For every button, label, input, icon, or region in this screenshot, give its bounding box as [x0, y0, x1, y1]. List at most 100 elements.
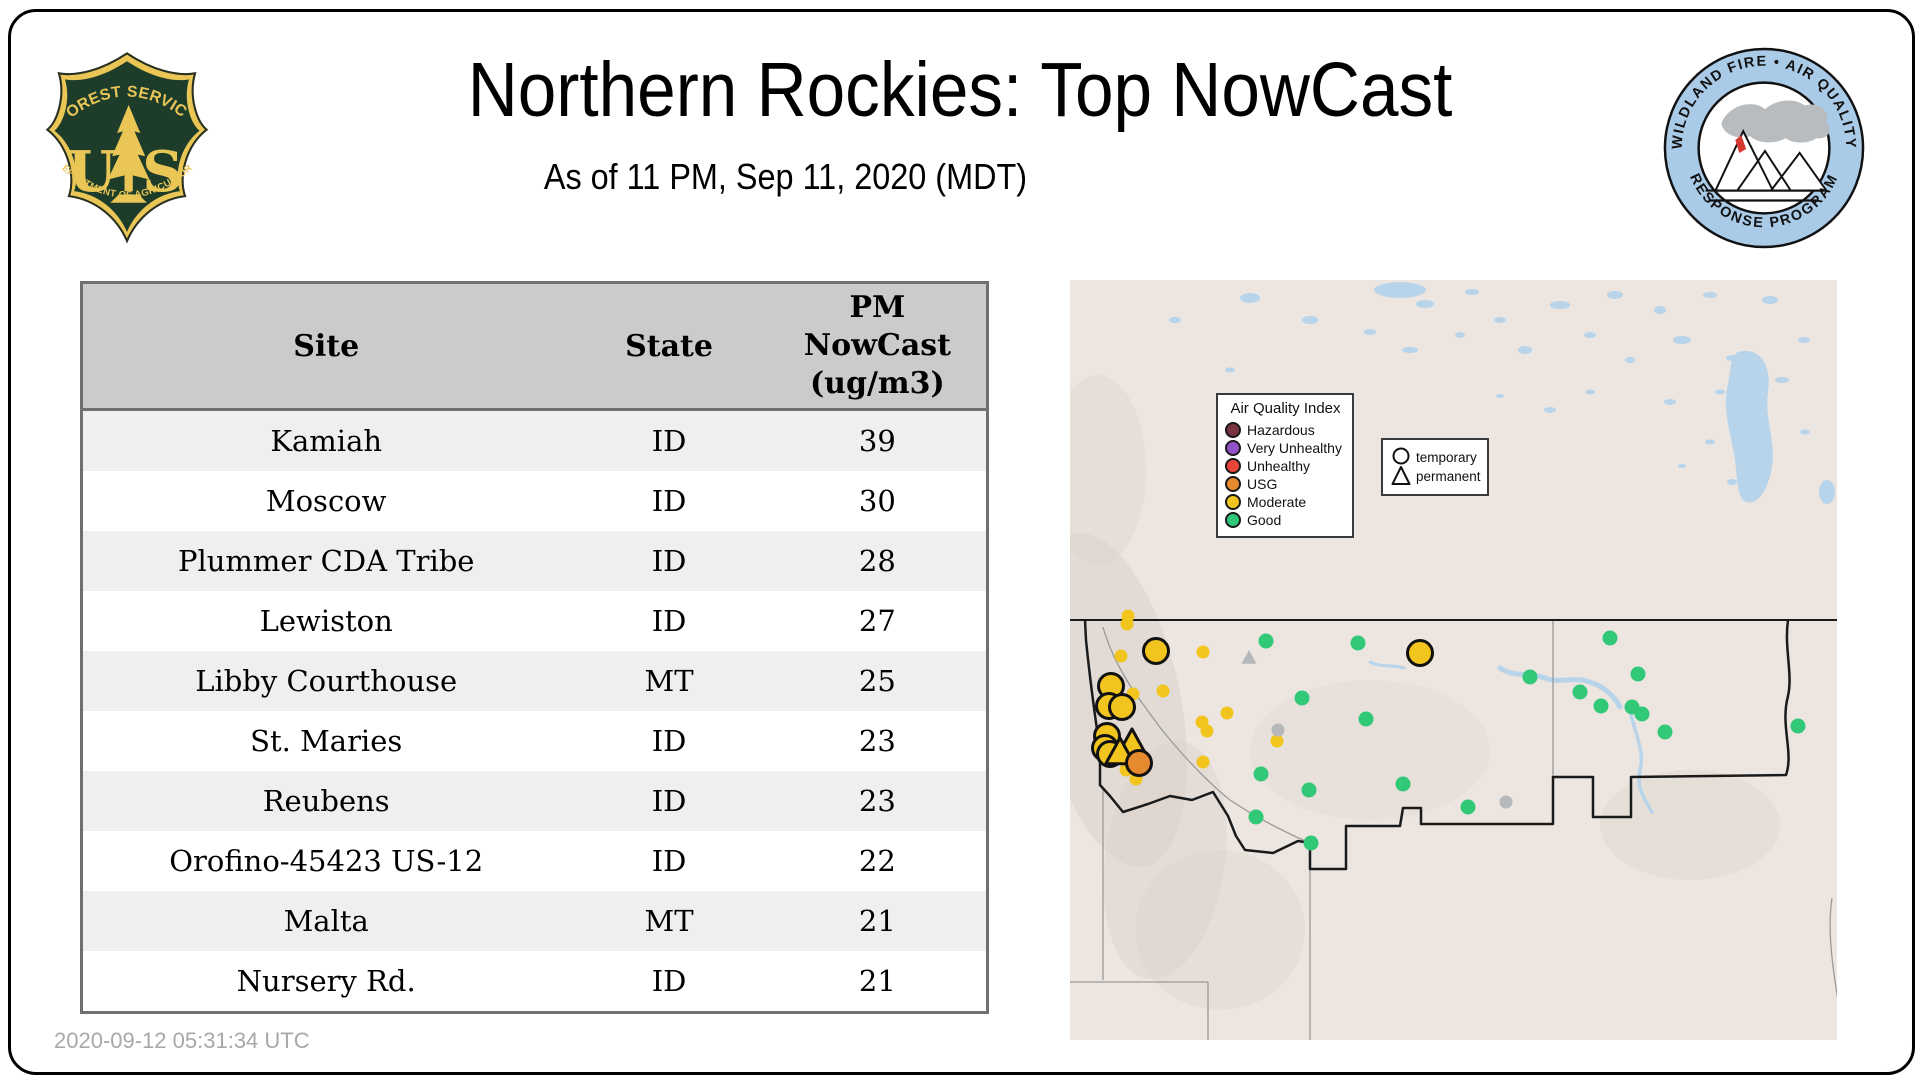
fire-mark-icon [1735, 135, 1747, 153]
symbol-legend: temporary permanent [1381, 438, 1489, 496]
temporary-monitor-marker [1406, 639, 1434, 667]
logo-inner [1697, 81, 1831, 215]
monitor-marker [1499, 795, 1513, 809]
aqi-category-label: Unhealthy [1247, 458, 1311, 474]
column-header-site: Site [81, 282, 570, 411]
monitor-marker [1634, 706, 1650, 722]
cell-value: 39 [768, 409, 988, 471]
lakes [1169, 282, 1835, 504]
monitor-marker [1522, 669, 1538, 685]
aqi-category-label: Very Unhealthy [1247, 440, 1342, 456]
region-outline [1083, 619, 1791, 871]
table-row: Nursery Rd. ID 21 [81, 951, 988, 1013]
monitor-marker [1271, 723, 1285, 737]
monitor-marker [1790, 718, 1806, 734]
cell-state: ID [569, 951, 769, 1013]
cell-value: 22 [768, 831, 988, 891]
cell-site: Malta [81, 891, 570, 951]
temporary-label: temporary [1416, 450, 1477, 465]
table-row: Libby Courthouse MT 25 [81, 651, 988, 711]
aqi-category-label: Hazardous [1247, 422, 1315, 438]
aqi-legend-item: Unhealthy [1225, 457, 1346, 475]
table-row: Plummer CDA Tribe ID 28 [81, 531, 988, 591]
monitor-marker [1303, 835, 1319, 851]
table-row: Reubens ID 23 [81, 771, 988, 831]
cell-value: 28 [768, 531, 988, 591]
cell-site: Kamiah [81, 409, 570, 471]
monitor-marker [1358, 711, 1374, 727]
cell-state: ID [569, 771, 769, 831]
aqi-category-label: Good [1247, 512, 1282, 528]
rivers [1368, 660, 1654, 814]
column-header-pm: PM NowCast (ug/m3) [768, 282, 988, 411]
table-row: Lewiston ID 27 [81, 591, 988, 651]
table-row: St. Maries ID 23 [81, 711, 988, 771]
monitor-marker [1156, 684, 1170, 698]
aqi-legend-item: Hazardous [1225, 421, 1346, 439]
temporary-monitor-marker [1125, 749, 1153, 777]
mountain-baseline [1705, 189, 1825, 202]
cell-value: 23 [768, 771, 988, 831]
cell-value: 21 [768, 891, 988, 951]
pine-tree-base [110, 194, 147, 203]
page-subtitle: As of 11 PM, Sep 11, 2020 (MDT) [543, 156, 1027, 197]
monitor-marker [1657, 724, 1673, 740]
monitor-marker [1248, 809, 1264, 825]
aqi-color-swatch [1225, 494, 1241, 510]
cell-site: St. Maries [81, 711, 570, 771]
cell-state: ID [569, 409, 769, 471]
cell-value: 23 [768, 711, 988, 771]
aqi-color-swatch [1225, 422, 1241, 438]
symbol-legend-icons [1391, 447, 1411, 485]
column-header-state: State [569, 282, 769, 411]
aqi-legend: Air Quality Index Hazardous Very Unhealth… [1216, 393, 1354, 538]
temporary-monitor-marker [1142, 637, 1170, 665]
aqi-legend-item: USG [1225, 475, 1346, 493]
cell-state: ID [569, 471, 769, 531]
monitor-marker [1630, 666, 1646, 682]
cell-value: 25 [768, 651, 988, 711]
generated-timestamp: 2020-09-12 05:31:34 UTC [54, 1028, 310, 1053]
monitor-marker [1572, 684, 1588, 700]
table-row: Moscow ID 30 [81, 471, 988, 531]
aqi-legend-items: Hazardous Very Unhealthy Unhealthy USG Moder… [1225, 421, 1346, 529]
monitor-marker [1270, 734, 1284, 748]
page-title: Northern Rockies: Top NowCast [467, 47, 1453, 133]
table-header-row: Site State PM NowCast (ug/m3) [81, 282, 988, 411]
permanent-label: permanent [1416, 469, 1481, 484]
monitor-marker [1593, 698, 1609, 714]
usfs-letter-s: S [142, 139, 183, 205]
monitor-marker [1120, 617, 1134, 631]
monitor-marker [1294, 690, 1310, 706]
monitor-marker [1301, 782, 1317, 798]
aqi-color-swatch [1225, 512, 1241, 528]
cell-value: 21 [768, 951, 988, 1013]
monitor-markers [1091, 609, 1806, 851]
cell-site: Nursery Rd. [81, 951, 570, 1013]
basemap [1070, 280, 1837, 1040]
cell-value: 27 [768, 591, 988, 651]
aqi-legend-item: Good [1225, 511, 1346, 529]
cell-site: Libby Courthouse [81, 651, 570, 711]
cell-state: ID [569, 591, 769, 651]
monitor-marker [1258, 633, 1274, 649]
monitor-marker [1460, 799, 1476, 815]
monitor-marker [1220, 706, 1234, 720]
aqi-category-label: USG [1247, 476, 1278, 492]
cell-site: Plummer CDA Tribe [81, 531, 570, 591]
cell-state: MT [569, 651, 769, 711]
aqi-category-label: Moderate [1247, 494, 1307, 510]
big-lake [1725, 350, 1773, 503]
wfaqrp-logo: WILDLAND FIRE • AIR QUALITY RESPONSE PRO… [1663, 47, 1865, 249]
cell-site: Moscow [81, 471, 570, 531]
cell-site: Orofino-45423 US-12 [81, 831, 570, 891]
cell-state: ID [569, 831, 769, 891]
nowcast-table: Site State PM NowCast (ug/m3) Kamiah ID 39… [80, 281, 989, 1014]
aqi-legend-title: Air Quality Index [1230, 400, 1341, 417]
monitor-marker [1395, 776, 1411, 792]
usfs-letter-u: U [68, 139, 117, 205]
monitor-marker [1602, 630, 1618, 646]
temporary-symbol-icon [1392, 447, 1410, 465]
monitor-marker [1253, 766, 1269, 782]
